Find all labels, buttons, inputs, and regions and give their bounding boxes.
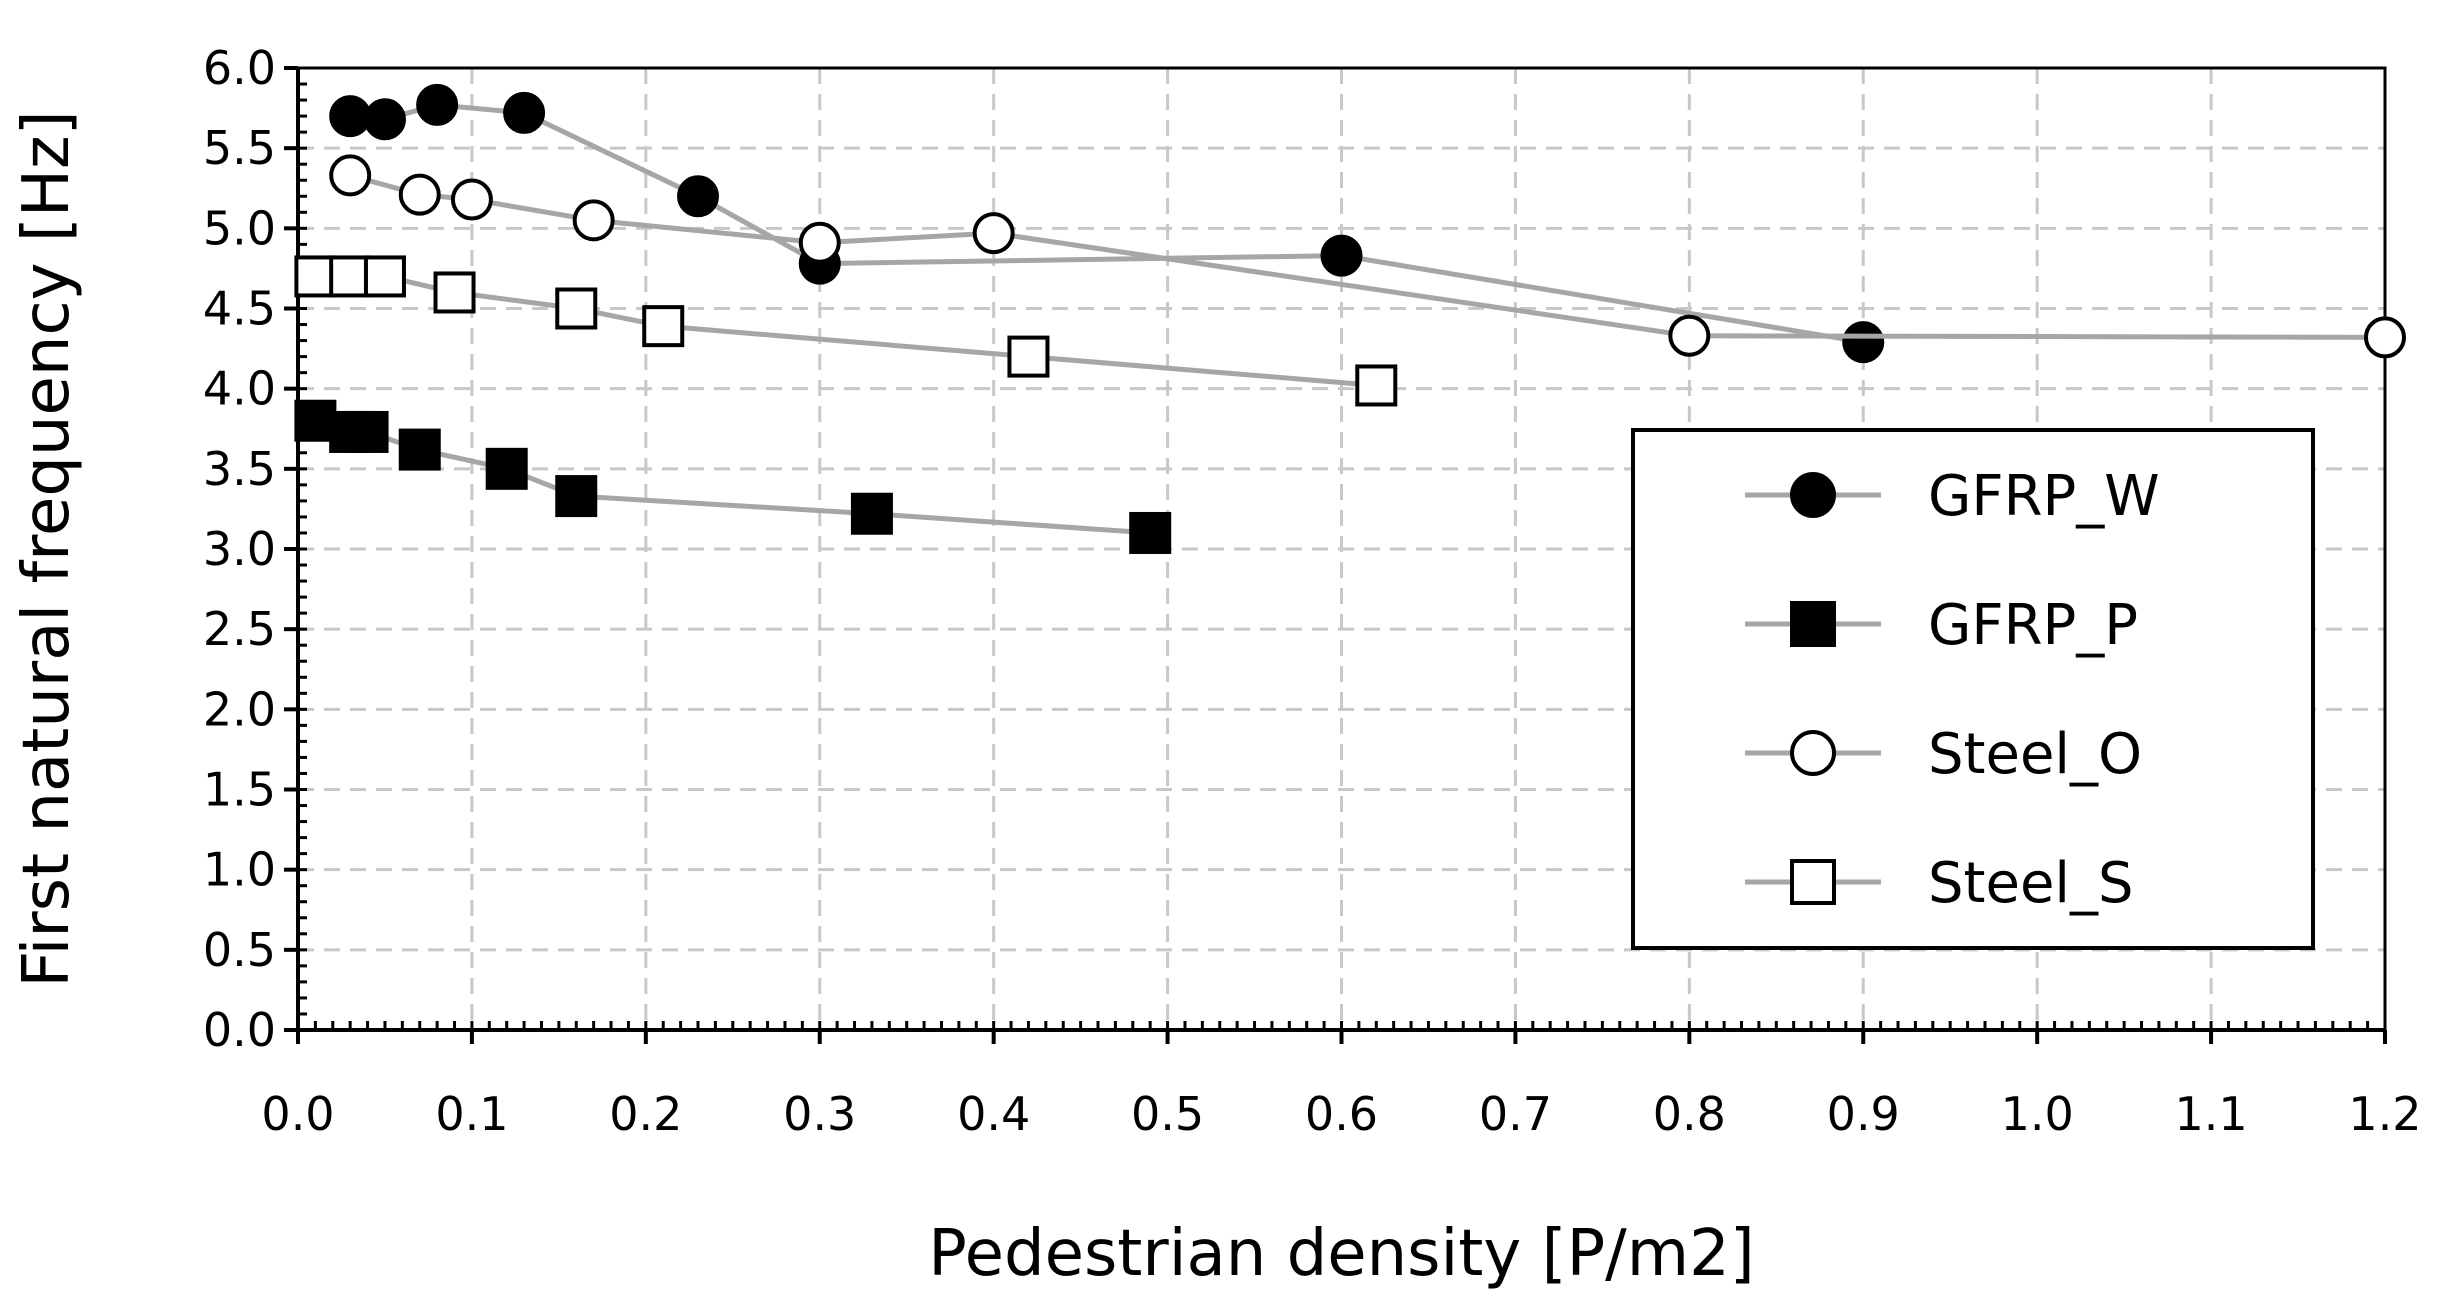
- y-tick-label: 0.5: [203, 923, 276, 977]
- x-tick-label: 0.6: [1305, 1087, 1378, 1141]
- x-axis-title: Pedestrian density [P/m2]: [928, 1217, 1755, 1291]
- y-tick-label: 4.0: [203, 362, 276, 416]
- legend-marker-Steel_O: [1790, 730, 1836, 776]
- x-tick-label: 1.0: [2001, 1087, 2074, 1141]
- y-tick-label: 5.0: [203, 201, 276, 255]
- data-point-GFRP_W: [1842, 321, 1885, 364]
- y-tick-label: 5.5: [203, 121, 276, 175]
- data-point-Steel_S: [433, 271, 476, 314]
- x-tick-label: 0.4: [957, 1087, 1030, 1141]
- y-tick-label: 1.5: [203, 763, 276, 817]
- legend-marker-GFRP_W: [1790, 472, 1836, 518]
- legend-label-Steel_S: Steel_S: [1928, 851, 2134, 916]
- data-point-GFRP_P: [485, 447, 528, 490]
- x-tick-label: 1.2: [2348, 1087, 2421, 1141]
- legend-label-Steel_O: Steel_O: [1928, 722, 2142, 787]
- x-tick-label: 0.5: [1131, 1087, 1204, 1141]
- data-point-Steel_O: [972, 212, 1015, 255]
- data-point-GFRP_W: [329, 95, 372, 138]
- y-tick-label: 3.0: [203, 522, 276, 576]
- data-point-GFRP_P: [398, 428, 441, 471]
- data-point-Steel_O: [572, 199, 615, 242]
- legend-marker-GFRP_P: [1790, 601, 1836, 647]
- data-point-Steel_S: [329, 255, 372, 298]
- legend-label-GFRP_W: GFRP_W: [1928, 464, 2160, 529]
- data-point-Steel_O: [1668, 314, 1711, 357]
- y-tick-label: 2.0: [203, 682, 276, 736]
- data-point-Steel_O: [798, 221, 841, 264]
- data-point-GFRP_P: [555, 475, 598, 518]
- data-point-GFRP_W: [503, 91, 546, 134]
- data-point-GFRP_P: [346, 410, 389, 453]
- data-point-Steel_O: [329, 154, 372, 197]
- legend: GFRP_W GFRP_P Steel_O Steel_S: [1631, 428, 2315, 950]
- x-tick-label: 0.3: [783, 1087, 856, 1141]
- y-tick-label: 6.0: [203, 41, 276, 95]
- y-tick-label: 4.5: [203, 282, 276, 336]
- series-layer: [294, 83, 2406, 554]
- legend-label-GFRP_P: GFRP_P: [1928, 593, 2138, 658]
- x-tick-label: 0.8: [1653, 1087, 1726, 1141]
- series-GFRP_W: [329, 83, 1885, 364]
- data-point-Steel_S: [363, 255, 406, 298]
- data-point-GFRP_W: [1320, 234, 1363, 277]
- data-point-Steel_O: [398, 173, 441, 216]
- data-point-Steel_S: [1355, 364, 1398, 407]
- data-point-GFRP_P: [850, 492, 893, 535]
- y-tick-label: 1.0: [203, 843, 276, 897]
- data-point-Steel_S: [294, 255, 337, 298]
- y-tick-label: 0.0: [203, 1003, 276, 1057]
- data-point-Steel_S: [642, 305, 685, 348]
- y-tick-label: 3.5: [203, 442, 276, 496]
- series-Steel_S: [294, 255, 1398, 407]
- y-tick-label: 2.5: [203, 602, 276, 656]
- data-point-GFRP_W: [416, 83, 459, 126]
- data-point-GFRP_P: [1129, 511, 1172, 554]
- x-tick-label: 0.0: [261, 1087, 334, 1141]
- data-point-GFRP_W: [363, 98, 406, 141]
- x-tick-label: 0.7: [1479, 1087, 1552, 1141]
- legend-marker-Steel_S: [1790, 859, 1836, 905]
- data-point-GFRP_P: [294, 399, 337, 442]
- legend-box: [1631, 428, 2315, 950]
- x-tick-label: 1.1: [2175, 1087, 2248, 1141]
- data-point-GFRP_W: [677, 175, 720, 218]
- data-point-Steel_S: [1007, 335, 1050, 378]
- x-tick-label: 0.1: [435, 1087, 508, 1141]
- data-point-Steel_O: [450, 178, 493, 221]
- data-point-Steel_O: [2364, 316, 2406, 359]
- x-tick-label: 0.2: [609, 1087, 682, 1141]
- x-tick-label: 0.9: [1827, 1087, 1900, 1141]
- data-point-Steel_S: [555, 287, 598, 330]
- axes: 0.0 0.5 1.0 1.5 2.0 2.5 3.0 3.5 4.0 4.5 5.0 5.5 6.0 0…: [203, 41, 2422, 1141]
- series-GFRP_P: [294, 399, 1172, 554]
- y-axis-title: First natural frequency [Hz]: [10, 110, 84, 987]
- series-Steel_O: [329, 154, 2406, 359]
